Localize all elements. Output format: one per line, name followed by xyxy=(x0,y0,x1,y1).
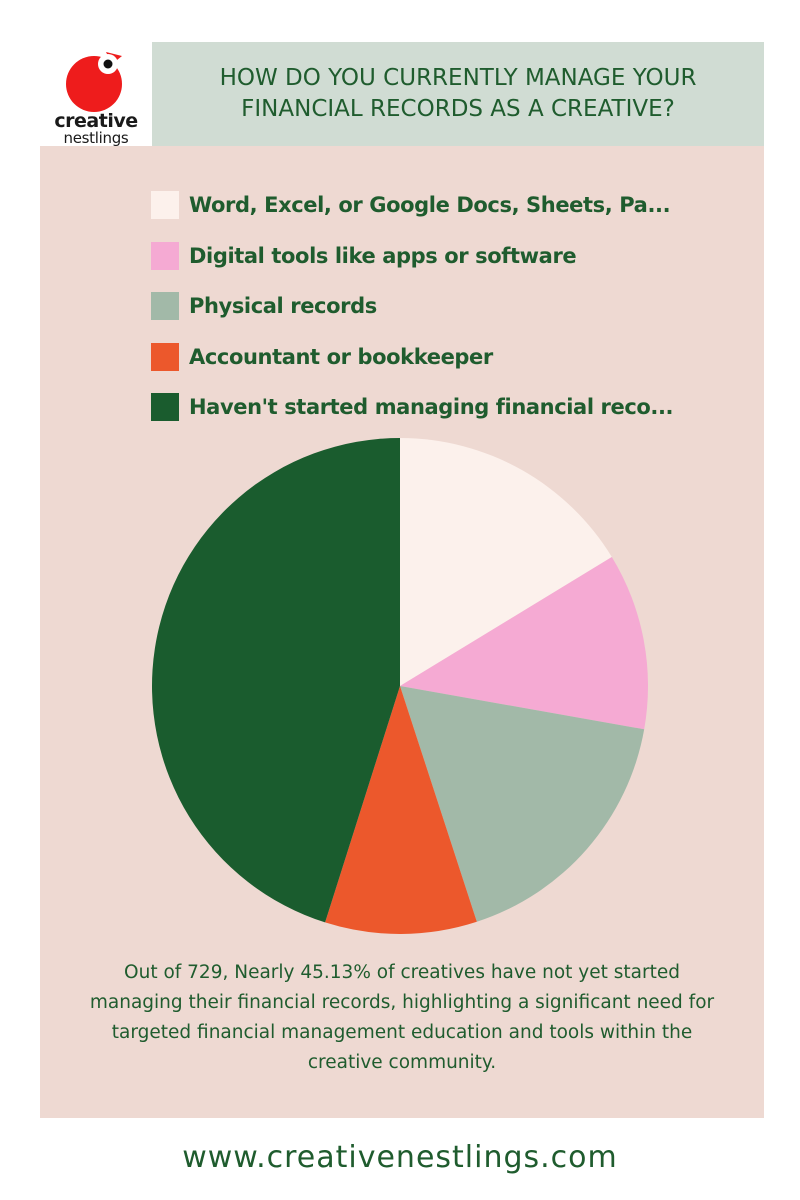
legend-item: Accountant or bookkeeper xyxy=(151,342,673,372)
legend-item: Digital tools like apps or software xyxy=(151,241,673,271)
legend: Word, Excel, or Google Docs, Sheets, Pa.… xyxy=(151,190,674,443)
chart-panel: Word, Excel, or Google Docs, Sheets, Pa.… xyxy=(40,146,764,1118)
logo-wordmark-line1: creative xyxy=(54,110,138,132)
legend-swatch xyxy=(151,342,179,371)
pie-slice xyxy=(325,686,477,934)
title-banner: HOW DO YOU CURRENTLY MANAGE YOUR FINANCI… xyxy=(152,42,764,146)
legend-swatch xyxy=(151,241,179,270)
pie-chart xyxy=(152,438,648,934)
pie-slice xyxy=(400,557,648,730)
legend-item: Word, Excel, or Google Docs, Sheets, Pa.… xyxy=(151,190,673,220)
pie-slice xyxy=(400,438,612,686)
website-url[interactable]: www.creativenestlings.com xyxy=(182,1140,618,1175)
legend-label: Accountant or bookkeeper xyxy=(189,344,493,369)
legend-label: Haven't started managing financial reco.… xyxy=(189,395,674,419)
legend-swatch xyxy=(151,393,179,421)
bird-eye-pupil xyxy=(103,59,113,69)
legend-label: Digital tools like apps or software xyxy=(189,243,577,268)
logo: creative nestlings xyxy=(40,42,152,146)
pie-slice xyxy=(152,438,400,923)
legend-label: Word, Excel, or Google Docs, Sheets, Pa.… xyxy=(189,193,671,217)
footnote: Out of 729, Nearly 45.13% of creatives h… xyxy=(89,962,715,1073)
bird-logo-icon xyxy=(66,52,122,112)
legend-label: Physical records xyxy=(189,294,377,318)
legend-swatch xyxy=(151,191,179,219)
pie-slice xyxy=(400,686,645,922)
chart-title: HOW DO YOU CURRENTLY MANAGE YOUR FINANCI… xyxy=(219,65,697,122)
logo-wordmark-line2: nestlings xyxy=(63,129,129,147)
legend-swatch xyxy=(151,292,179,320)
legend-item: Haven't started managing financial reco.… xyxy=(151,392,674,422)
legend-item: Physical records xyxy=(151,291,673,321)
